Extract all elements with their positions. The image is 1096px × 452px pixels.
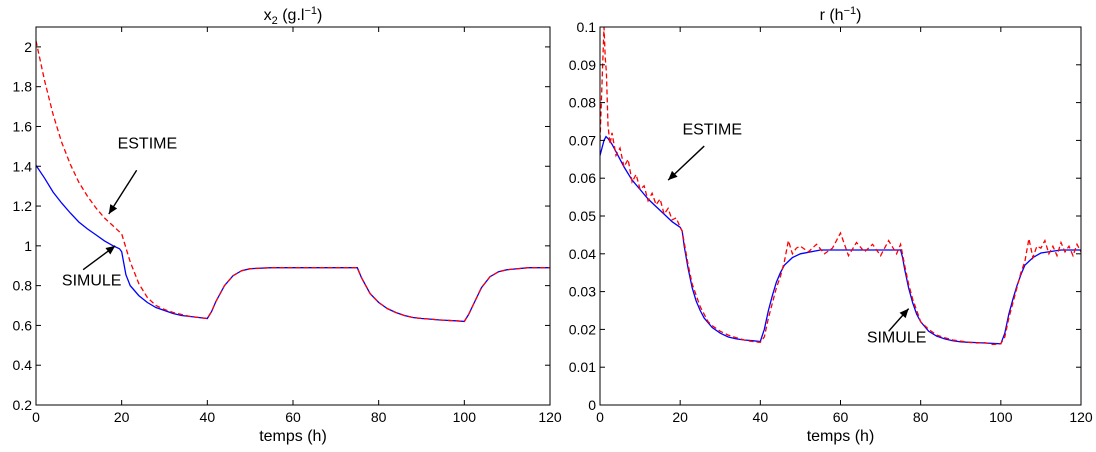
y-tick-label: 0.4 bbox=[13, 357, 33, 373]
chart-x2: 0 20 40 60 80 100 120 0.2 0.4 0.6 0.8 1 1.2 1.4 1.6 1.8… bbox=[13, 5, 562, 445]
x-tick-label: 20 bbox=[114, 409, 130, 425]
y-tick-label: 2 bbox=[24, 39, 32, 55]
y-tick-label: 0.09 bbox=[569, 57, 596, 73]
y-tick-label: 1.2 bbox=[13, 198, 33, 214]
x-tick-label: 60 bbox=[285, 409, 301, 425]
y-tick-label: 1 bbox=[24, 238, 32, 254]
y-tick-label: 0.03 bbox=[569, 284, 596, 300]
annotation-arrow-head bbox=[105, 245, 116, 255]
y-tick-label: 0.1 bbox=[577, 19, 597, 35]
y-tick-label: 0.07 bbox=[569, 132, 596, 148]
y-tick-label: 0.6 bbox=[13, 317, 33, 333]
annotation-simule: SIMULE bbox=[867, 330, 927, 347]
y-tick-label: 0.05 bbox=[569, 208, 596, 224]
chart-r: 0 20 40 60 80 100 120 0 0.01 0.02 0.03 0.04 0.05 0.06… bbox=[569, 5, 1093, 445]
x-tick-label: 60 bbox=[833, 409, 849, 425]
annotation-estime: ESTIME bbox=[682, 122, 742, 139]
x-tick-label: 120 bbox=[1069, 409, 1093, 425]
series-line-estime bbox=[36, 40, 550, 323]
annotation-arrow-head bbox=[899, 308, 909, 319]
series-line-estime bbox=[600, 27, 1081, 346]
annotation-simule: SIMULE bbox=[62, 273, 122, 290]
y-tick-label: 0.06 bbox=[569, 170, 596, 186]
y-tick-label: 0.2 bbox=[13, 397, 33, 413]
y-tick-label: 0.8 bbox=[13, 278, 33, 294]
x-tick-label: 0 bbox=[32, 409, 40, 425]
y-tick-label: 1.8 bbox=[13, 79, 33, 95]
y-tick-label: 1.6 bbox=[13, 118, 33, 134]
x-tick-label: 0 bbox=[596, 409, 604, 425]
y-tick-label: 0 bbox=[588, 397, 596, 413]
x-tick-label: 40 bbox=[200, 409, 216, 425]
x-tick-label: 40 bbox=[753, 409, 769, 425]
y-tick-label: 0.08 bbox=[569, 95, 596, 111]
y-tick-label: 1.4 bbox=[13, 158, 33, 174]
y-tick-label: 0.02 bbox=[569, 321, 596, 337]
y-tick-label: 0.04 bbox=[569, 246, 596, 262]
plot-area bbox=[600, 27, 1081, 346]
x-tick-label: 80 bbox=[371, 409, 387, 425]
y-tick-label: 0.01 bbox=[569, 359, 596, 375]
x-tick-label: 80 bbox=[913, 409, 929, 425]
x-axis-label: temps (h) bbox=[259, 428, 327, 445]
series-line-simule bbox=[36, 164, 550, 323]
x-tick-label: 100 bbox=[989, 409, 1013, 425]
chart-title: r (h−1) bbox=[820, 5, 862, 24]
annotation-arrow-head bbox=[668, 170, 678, 181]
x-tick-label: 20 bbox=[672, 409, 688, 425]
axes-frame bbox=[35, 26, 551, 406]
annotation-arrow-head bbox=[108, 204, 118, 215]
x-tick-label: 100 bbox=[453, 409, 477, 425]
annotation-estime: ESTIME bbox=[118, 135, 178, 152]
x-tick-label: 120 bbox=[538, 409, 562, 425]
plot-area bbox=[36, 40, 550, 323]
chart-title: x2 (g.l−1) bbox=[264, 5, 323, 27]
series-line-simule bbox=[600, 135, 1081, 345]
axes-frame bbox=[599, 26, 1082, 406]
x-axis-label: temps (h) bbox=[807, 428, 875, 445]
